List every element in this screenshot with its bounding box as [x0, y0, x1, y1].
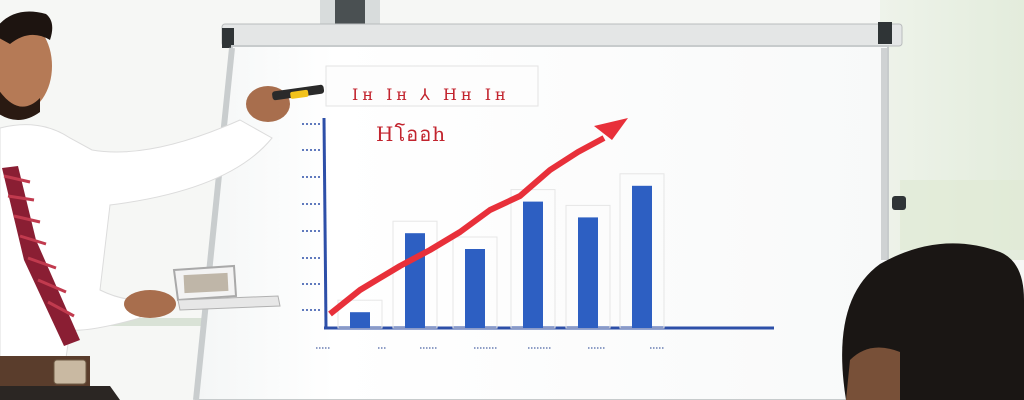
trend-arrowhead [594, 118, 628, 140]
bar [405, 233, 425, 328]
bar [578, 217, 598, 328]
presenter [0, 11, 290, 400]
y-axis-ticks [302, 123, 322, 311]
bars-layer [337, 173, 665, 329]
presenter-hand-left [124, 290, 176, 318]
trend-line-path [328, 135, 606, 317]
header-strip-text: Ιн Ιн ⅄ Ηн Ιн [352, 85, 510, 104]
header-strip: Ιн Ιн ⅄ Ηн Ιн [325, 65, 539, 107]
y-axis [302, 117, 328, 329]
marker-icon [272, 84, 325, 101]
tie [2, 166, 80, 346]
tablet-icon [172, 264, 281, 311]
bar [523, 201, 543, 328]
bar [632, 185, 652, 328]
chart-title: Hโออh [376, 122, 447, 146]
bar [350, 312, 370, 328]
whiteboard [193, 22, 906, 400]
audience-member [842, 243, 1024, 400]
bar [465, 249, 485, 328]
presenter-head [0, 20, 52, 112]
trend-line [328, 118, 628, 317]
